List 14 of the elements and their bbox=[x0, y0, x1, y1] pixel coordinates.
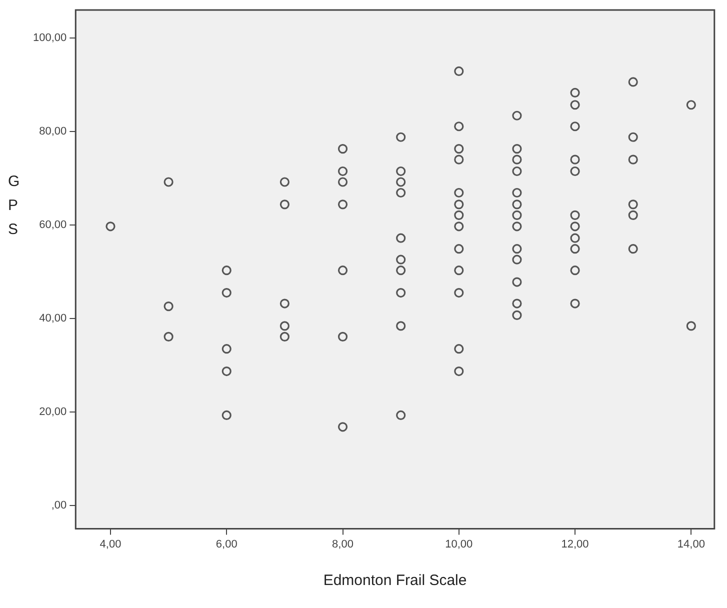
y-tick-label: 100,00 bbox=[32, 32, 67, 44]
x-tick-label: 10,00 bbox=[445, 538, 473, 550]
x-tick-label: 4,00 bbox=[100, 538, 122, 550]
x-tick-label: 12,00 bbox=[561, 538, 589, 550]
x-tick-label: 14,00 bbox=[677, 538, 705, 550]
y-tick-label: 40,00 bbox=[39, 312, 67, 325]
y-tick-label: 20,00 bbox=[39, 406, 67, 418]
y-axis-title: GPS bbox=[8, 172, 21, 240]
y-tick-label: ,00 bbox=[51, 499, 67, 512]
x-tick-label: 8,00 bbox=[332, 538, 354, 550]
y-tick-label: 60,00 bbox=[39, 219, 67, 232]
y-tick-label: 80,00 bbox=[39, 126, 67, 138]
x-tick-label: 6,00 bbox=[216, 538, 238, 550]
x-axis-title: Edmonton Frail Scale bbox=[323, 572, 467, 590]
